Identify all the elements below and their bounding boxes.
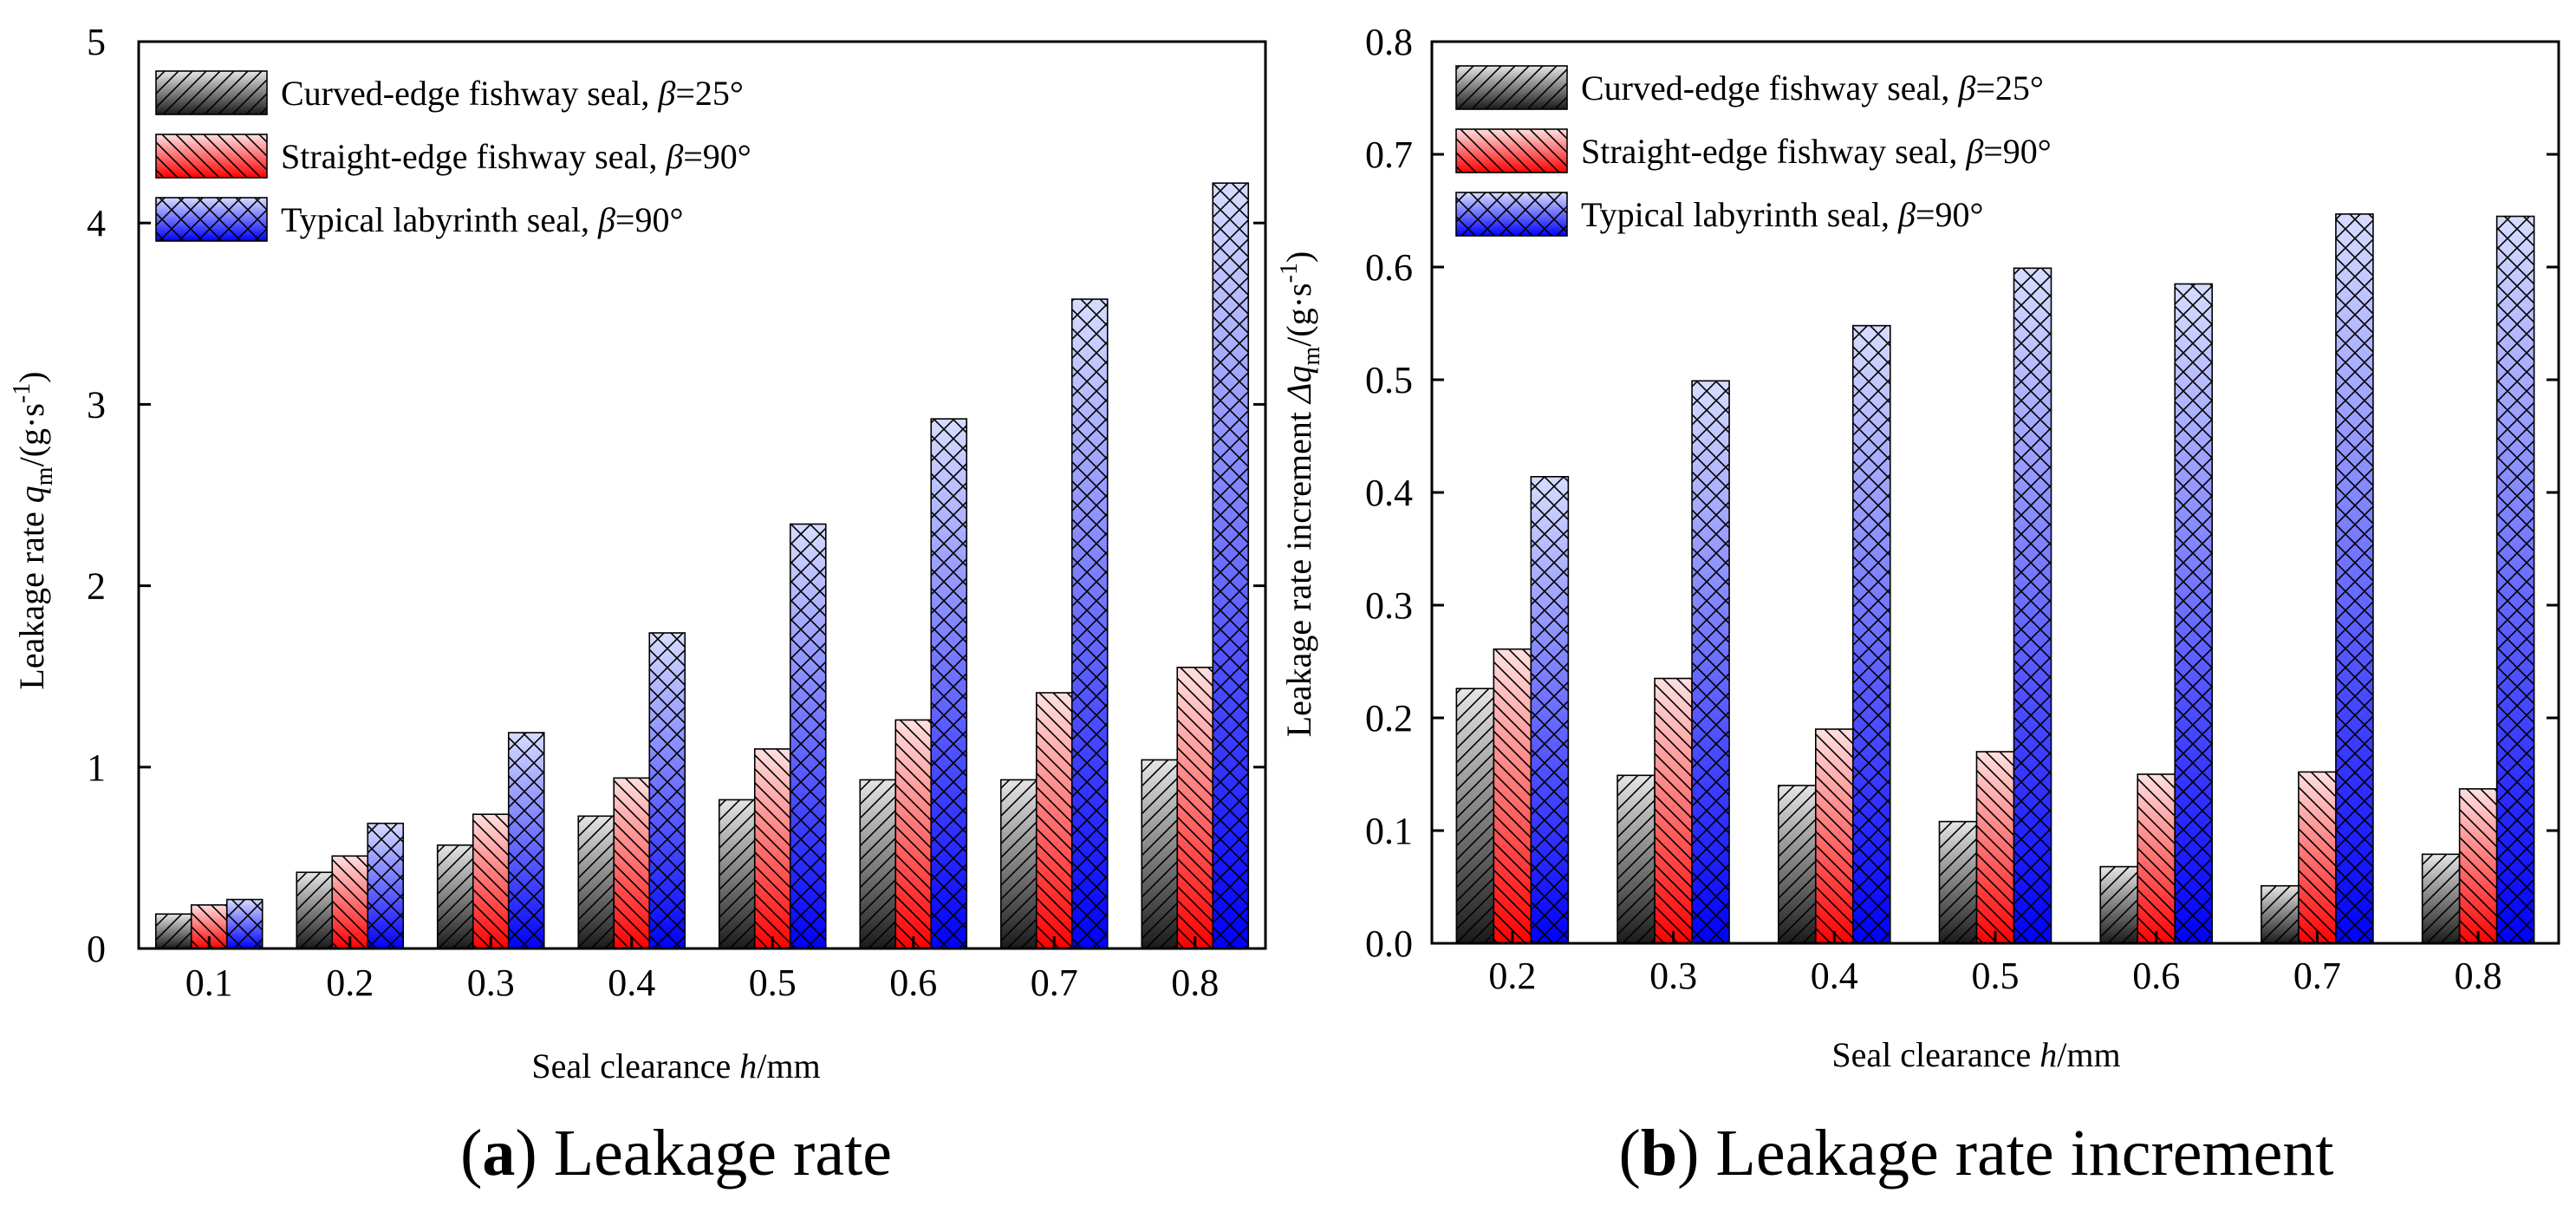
ytick-label-a-5: 5 <box>87 21 106 63</box>
ytick-label-b-0.3: 0.3 <box>1365 584 1413 627</box>
ytick-label-a-0: 0 <box>87 928 106 970</box>
bar-b-labyrinth-0.5-outline <box>2013 267 2052 944</box>
bar-b-labyrinth-0.2-outline <box>1530 475 1570 944</box>
xtick-label-a-0.5: 0.5 <box>749 962 797 1004</box>
xtick-label-b-0.6: 0.6 <box>2132 955 2180 997</box>
bar-b-labyrinth-0.4-outline <box>1851 324 1891 944</box>
bar-b-curved-edge-0.7-outline <box>2261 884 2300 944</box>
legend-swatch-outline-a-curved-edge <box>155 70 268 115</box>
bar-a-straight-edge-0.2-outline <box>331 855 369 949</box>
bar-a-curved-edge-0.3-outline <box>436 844 474 949</box>
bar-a-curved-edge-0.5-outline <box>718 799 756 949</box>
bar-a-curved-edge-0.2-outline <box>296 871 334 949</box>
xtick-label-b-0.2: 0.2 <box>1488 955 1536 997</box>
bar-a-straight-edge-0.7-outline <box>1035 692 1073 949</box>
legend-label-b-labyrinth: Typical labyrinth seal, β=90° <box>1581 195 1983 234</box>
legend-a: Curved-edge fishway seal, β=25° Straight-… <box>155 70 751 242</box>
ytick-label-b-0.5: 0.5 <box>1365 359 1413 401</box>
legend-label-a-curved-edge: Curved-edge fishway seal, β=25° <box>281 74 744 113</box>
bar-b-straight-edge-0.2-outline <box>1493 648 1532 944</box>
caption-a: (a) Leakage rate <box>460 1117 892 1190</box>
bar-a-labyrinth-0.2-outline <box>367 822 405 949</box>
xtick-label-b-0.3: 0.3 <box>1649 955 1697 997</box>
ytick-label-b-0.7: 0.7 <box>1365 134 1413 176</box>
legend-swatch-outline-b-straight-edge <box>1455 128 1568 173</box>
xtick-label-a-0.4: 0.4 <box>608 962 655 1004</box>
bar-b-curved-edge-0.6-outline <box>2099 865 2139 944</box>
bar-a-labyrinth-0.8-outline <box>1212 182 1250 949</box>
bar-b-labyrinth-0.3-outline <box>1691 380 1730 944</box>
xtick-label-b-0.8: 0.8 <box>2455 955 2502 997</box>
xtick-label-a-0.7: 0.7 <box>1031 962 1078 1004</box>
ytick-label-b-0.8: 0.8 <box>1365 21 1413 63</box>
legend-b: Curved-edge fishway seal, β=25° Straight-… <box>1455 65 2052 237</box>
xtick-label-a-0.8: 0.8 <box>1171 962 1219 1004</box>
xtick-label-b-0.4: 0.4 <box>1811 955 1858 997</box>
ytick-label-b-0.0: 0.0 <box>1365 922 1413 965</box>
bar-b-labyrinth-0.7-outline <box>2335 213 2374 944</box>
ytick-label-a-4: 4 <box>87 202 106 244</box>
plot-frame-a <box>137 40 1267 950</box>
ytick-label-b-0.4: 0.4 <box>1365 472 1413 514</box>
ytick-label-a-1: 1 <box>87 746 106 789</box>
bar-a-labyrinth-0.5-outline <box>789 523 827 949</box>
bar-b-straight-edge-0.7-outline <box>2298 771 2337 944</box>
ylabel-b: Leakage rate increment Δqm/(g·s-1) <box>1276 251 1325 738</box>
xlabel-a: Seal clearance h/mm <box>531 1046 820 1085</box>
legend-label-b-straight-edge: Straight-edge fishway seal, β=90° <box>1581 132 2052 171</box>
bar-a-labyrinth-0.4-outline <box>648 632 686 949</box>
bar-b-straight-edge-0.6-outline <box>2137 773 2176 944</box>
legend-label-a-straight-edge: Straight-edge fishway seal, β=90° <box>281 137 751 176</box>
chart-b: Leakage rate increment Δqm/(g·s-1) 0.0 0.… <box>1276 21 2560 1190</box>
bar-b-curved-edge-0.3-outline <box>1617 774 1656 944</box>
bar-a-labyrinth-0.7-outline <box>1070 298 1109 949</box>
legend-swatch-outline-a-labyrinth <box>155 197 268 242</box>
xtick-label-a-0.2: 0.2 <box>326 962 374 1004</box>
bar-a-curved-edge-0.6-outline <box>859 779 897 949</box>
chart-a: Leakage rate qm/(g·s-1) 0 1 2 3 4 5 0.1 0.2 0.3… <box>9 21 1267 1190</box>
legend-swatch-outline-b-curved-edge <box>1455 65 1568 110</box>
ylabel-a: Leakage rate qm/(g·s-1) <box>9 371 58 689</box>
bar-a-curved-edge-0.1-outline <box>154 913 192 949</box>
bar-a-straight-edge-0.3-outline <box>472 813 510 949</box>
bar-a-curved-edge-0.7-outline <box>999 779 1038 949</box>
bar-a-straight-edge-0.8-outline <box>1176 666 1214 949</box>
bar-a-labyrinth-0.1-outline <box>225 898 263 949</box>
bar-a-straight-edge-0.4-outline <box>613 777 651 949</box>
xtick-label-b-0.5: 0.5 <box>1972 955 2020 997</box>
xlabel-b: Seal clearance h/mm <box>1831 1035 2120 1074</box>
bar-a-straight-edge-0.6-outline <box>894 719 933 949</box>
xtick-label-b-0.7: 0.7 <box>2293 955 2341 997</box>
ytick-label-b-0.1: 0.1 <box>1365 810 1413 852</box>
legend-swatch-outline-a-straight-edge <box>155 134 268 179</box>
bar-b-curved-edge-0.2-outline <box>1455 688 1495 944</box>
bar-b-curved-edge-0.4-outline <box>1777 785 1817 944</box>
bar-b-straight-edge-0.8-outline <box>2458 788 2498 944</box>
bar-b-labyrinth-0.8-outline <box>2495 215 2535 944</box>
bar-a-curved-edge-0.8-outline <box>1141 759 1179 949</box>
legend-swatch-outline-b-labyrinth <box>1455 192 1568 237</box>
ytick-label-b-0.6: 0.6 <box>1365 246 1413 289</box>
xtick-label-a-0.6: 0.6 <box>889 962 937 1004</box>
bar-a-labyrinth-0.6-outline <box>930 418 968 949</box>
xtick-label-a-0.1: 0.1 <box>185 962 233 1004</box>
bar-b-straight-edge-0.5-outline <box>1975 751 2015 944</box>
bar-a-curved-edge-0.4-outline <box>577 815 615 949</box>
ytick-label-a-2: 2 <box>87 565 106 608</box>
bar-a-straight-edge-0.5-outline <box>753 748 791 949</box>
legend-label-a-labyrinth: Typical labyrinth seal, β=90° <box>281 200 683 239</box>
xtick-label-a-0.3: 0.3 <box>467 962 515 1004</box>
bar-b-straight-edge-0.3-outline <box>1654 677 1693 944</box>
legend-label-b-curved-edge: Curved-edge fishway seal, β=25° <box>1581 68 2044 108</box>
ytick-label-b-0.2: 0.2 <box>1365 697 1413 740</box>
bar-a-labyrinth-0.3-outline <box>507 732 545 949</box>
bar-b-straight-edge-0.4-outline <box>1814 728 1854 944</box>
caption-b: (b) Leakage rate increment <box>1619 1117 2334 1190</box>
bar-b-curved-edge-0.8-outline <box>2421 853 2461 944</box>
bar-b-curved-edge-0.5-outline <box>1938 820 1978 944</box>
ytick-label-a-3: 3 <box>87 383 106 426</box>
bar-b-labyrinth-0.6-outline <box>2174 283 2214 944</box>
